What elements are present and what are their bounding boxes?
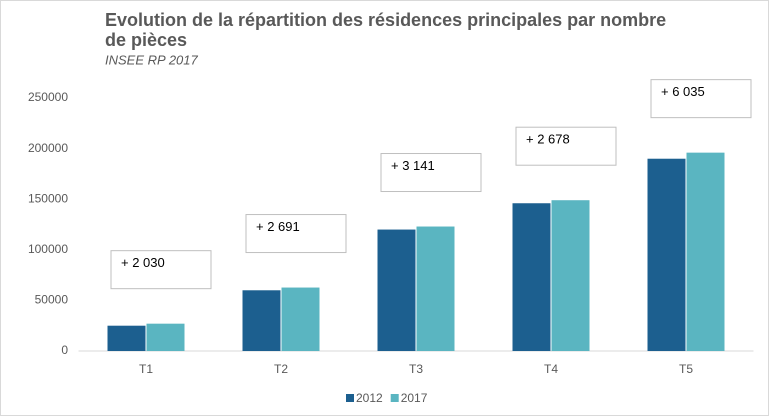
y-tick-label: 50000 [35,293,69,307]
y-tick-label: 0 [61,343,68,357]
bar [647,158,686,351]
bar [686,152,725,351]
x-tick-label: T4 [544,362,558,376]
x-tick-label: T1 [139,362,153,376]
y-tick-label: 150000 [28,191,68,205]
bar [242,290,281,351]
annotation-box [110,250,212,290]
y-tick-label: 100000 [28,242,68,256]
legend-swatch [390,394,399,402]
bar [377,229,416,351]
y-tick-label: 250000 [28,90,68,104]
chart-subtitle: INSEE RP 2017 [105,52,199,67]
bar [146,323,185,351]
annotation: + 2 691 [256,219,300,234]
bar [107,325,146,351]
x-tick-label: T5 [679,362,693,376]
annotation-box [650,79,752,119]
bar [551,200,590,351]
bar [512,203,551,351]
bar [281,287,320,351]
x-tick-label: T3 [409,362,423,376]
annotation-box [515,126,617,166]
annotation-box [380,153,482,193]
bar [416,226,455,351]
chart-title: de pièces [105,30,187,50]
legend-label: 2017 [401,391,428,405]
annotation: + 3 141 [391,158,435,173]
legend-swatch [346,394,354,402]
y-tick-label: 200000 [28,141,68,155]
chart-title: Evolution de la répartition des résidenc… [105,10,666,30]
x-tick-label: T2 [274,362,288,376]
annotation: + 6 035 [661,84,705,99]
annotation: + 2 678 [526,132,570,147]
annotation-box [245,214,347,254]
annotation: + 2 030 [121,255,165,270]
legend-label: 2012 [356,391,383,405]
